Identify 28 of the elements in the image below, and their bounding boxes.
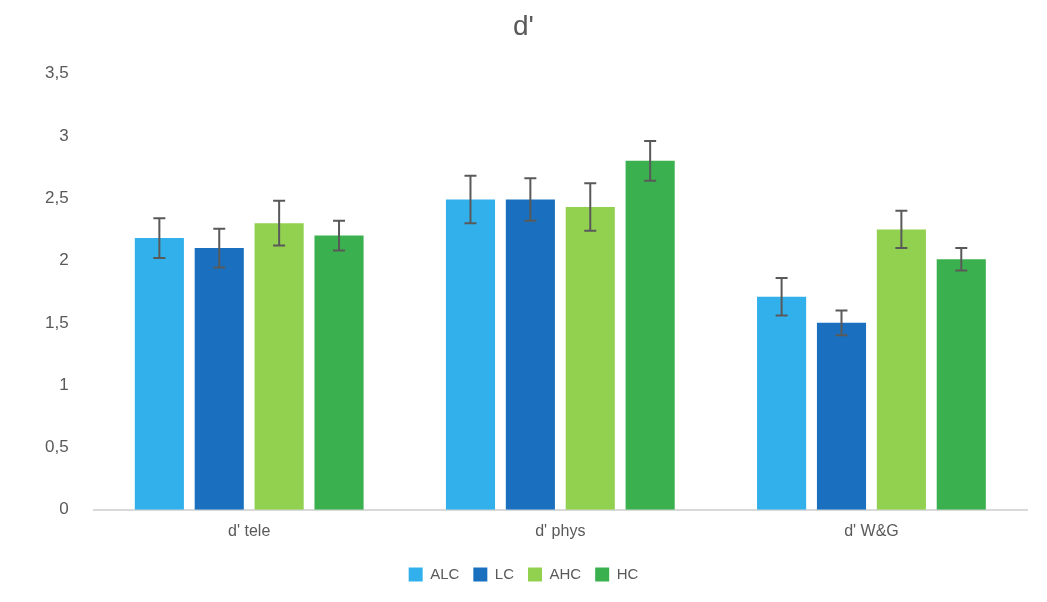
y-tick-label: 1 — [59, 374, 69, 394]
y-tick-label: 2 — [59, 250, 69, 270]
chart-title: d' — [513, 9, 534, 41]
legend-label: HC — [616, 564, 639, 582]
bar — [194, 248, 244, 510]
bar — [936, 259, 986, 510]
bar — [876, 229, 926, 510]
bar — [254, 223, 304, 510]
x-tick-label: d' tele — [228, 521, 271, 539]
legend-label: AHC — [549, 564, 582, 582]
legend-label: ALC — [430, 564, 460, 582]
bar — [565, 206, 615, 510]
bar — [505, 199, 555, 510]
y-tick-label: 3,5 — [44, 63, 69, 83]
bar — [134, 238, 184, 510]
y-tick-label: 3 — [59, 125, 69, 145]
bar — [625, 160, 675, 510]
bar — [314, 235, 364, 510]
x-tick-label: d' W&G — [844, 521, 899, 539]
y-tick-label: 0 — [59, 499, 69, 519]
bar — [445, 199, 496, 510]
legend-label: LC — [494, 564, 515, 582]
x-tick-label: d' phys — [535, 521, 586, 539]
y-tick-label: 2,5 — [44, 187, 69, 207]
y-tick-label: 0,5 — [44, 437, 69, 457]
bar — [816, 322, 867, 510]
y-tick-label: 1,5 — [44, 312, 69, 332]
bar — [757, 296, 807, 510]
